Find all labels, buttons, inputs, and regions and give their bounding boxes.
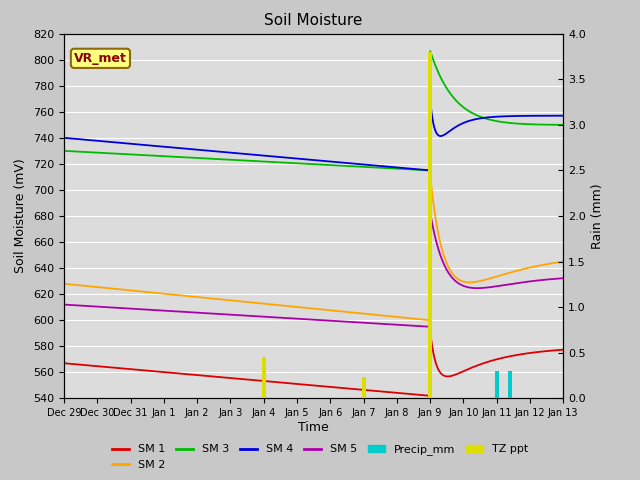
SM 2 (111, 286, 119, 292)
SM 5 (262, 314, 269, 320)
Legend: SM 1, SM 2, SM 3, SM 4, SM 5, Precip_mm, TZ ppt: SM 1, SM 2, SM 3, SM 4, SM 5, Precip_mm,… (108, 440, 532, 474)
SM 3 (111, 151, 119, 156)
SM 5 (60, 302, 68, 308)
SM 1 (280, 380, 288, 385)
SM 4 (426, 168, 434, 173)
Line: SM 4: SM 4 (64, 101, 563, 170)
SM 4 (111, 140, 119, 145)
SM 4 (60, 135, 68, 141)
SM 1 (451, 372, 458, 378)
Bar (495, 375, 499, 398)
SM 3 (262, 159, 269, 165)
SM 1 (460, 369, 467, 374)
SM 3 (60, 148, 68, 154)
SM 4 (426, 98, 434, 104)
SM 5 (426, 324, 434, 330)
SM 2 (426, 317, 434, 323)
Line: SM 5: SM 5 (64, 213, 563, 327)
SM 4 (262, 153, 269, 159)
SM 4 (559, 113, 567, 119)
SM 1 (60, 360, 68, 366)
SM 3 (460, 104, 467, 110)
Y-axis label: Soil Moisture (mV): Soil Moisture (mV) (15, 158, 28, 274)
SM 1 (426, 329, 434, 335)
SM 2 (403, 315, 411, 321)
SM 1 (559, 347, 567, 353)
SM 2 (280, 303, 288, 309)
SM 5 (460, 283, 467, 288)
SM 2 (60, 281, 68, 287)
SM 2 (451, 273, 458, 279)
Y-axis label: Rain (mm): Rain (mm) (591, 183, 604, 249)
Bar (495, 371, 499, 398)
SM 5 (451, 277, 458, 283)
SM 2 (460, 279, 467, 285)
SM 3 (559, 122, 567, 128)
Line: SM 1: SM 1 (64, 332, 563, 396)
SM 3 (280, 160, 288, 166)
Title: Soil Moisture: Soil Moisture (264, 13, 363, 28)
SM 5 (280, 315, 288, 321)
X-axis label: Time: Time (298, 421, 329, 434)
Line: SM 2: SM 2 (64, 176, 563, 320)
SM 3 (426, 48, 434, 54)
Bar (508, 371, 512, 398)
SM 2 (426, 173, 434, 179)
SM 4 (403, 166, 411, 171)
SM 4 (460, 120, 467, 126)
SM 5 (111, 305, 119, 311)
SM 3 (451, 96, 458, 101)
SM 3 (403, 166, 411, 172)
SM 5 (426, 210, 434, 216)
Bar (362, 377, 365, 398)
SM 2 (262, 301, 269, 307)
Bar (508, 375, 512, 398)
SM 4 (280, 155, 288, 160)
Bar (428, 52, 432, 398)
Line: SM 3: SM 3 (64, 51, 563, 170)
SM 1 (111, 365, 119, 371)
SM 1 (426, 393, 434, 399)
SM 5 (559, 276, 567, 281)
SM 1 (403, 391, 411, 396)
SM 1 (262, 378, 269, 384)
SM 5 (403, 323, 411, 328)
SM 4 (451, 125, 458, 131)
SM 2 (559, 259, 567, 264)
Bar (262, 357, 266, 398)
SM 3 (426, 168, 434, 173)
Text: VR_met: VR_met (74, 52, 127, 65)
